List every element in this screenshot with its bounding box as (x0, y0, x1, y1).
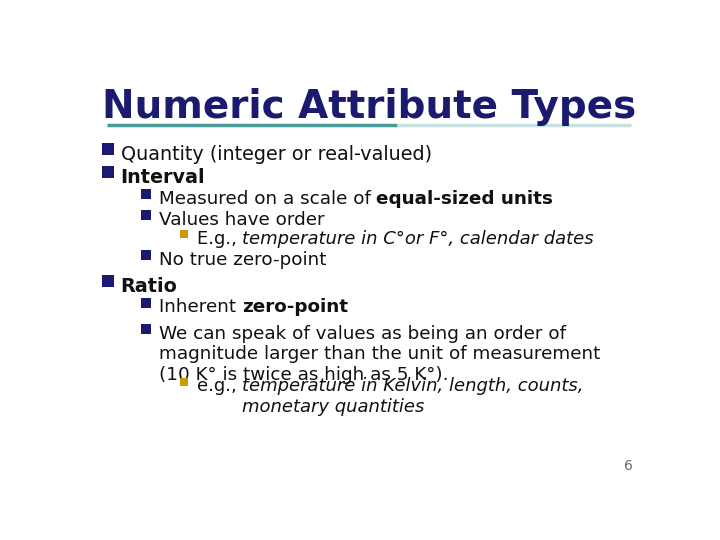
Text: Inherent: Inherent (158, 299, 242, 316)
Point (102, 168, 114, 177)
Point (140, 211, 152, 220)
Point (140, 298, 152, 307)
Text: temperature in C°or F°, calendar dates: temperature in C°or F°, calendar dates (242, 230, 594, 248)
Text: Quantity (integer or real-valued): Quantity (integer or real-valued) (121, 145, 432, 164)
Point (102, 145, 114, 153)
Point (178, 230, 189, 238)
Point (178, 377, 189, 386)
Text: temperature in Kelvin, length, counts,
monetary quantities: temperature in Kelvin, length, counts, m… (242, 377, 584, 416)
Text: 6: 6 (624, 459, 632, 473)
Text: Ratio: Ratio (121, 277, 178, 296)
Text: zero-point: zero-point (242, 299, 348, 316)
Point (140, 251, 152, 260)
Point (140, 325, 152, 333)
Point (140, 190, 152, 198)
Text: Numeric Attribute Types: Numeric Attribute Types (102, 87, 636, 126)
Text: E.g.,: E.g., (197, 230, 242, 248)
Text: Measured on a scale of: Measured on a scale of (158, 190, 377, 207)
Text: No true zero-point: No true zero-point (158, 251, 326, 269)
Text: Values have order: Values have order (158, 211, 324, 229)
Point (102, 276, 114, 285)
Text: We can speak of values as being an order of
magnitude larger than the unit of me: We can speak of values as being an order… (158, 325, 600, 384)
Text: e.g.,: e.g., (197, 377, 242, 395)
Text: equal-sized units: equal-sized units (377, 190, 553, 207)
Text: Interval: Interval (121, 168, 205, 187)
